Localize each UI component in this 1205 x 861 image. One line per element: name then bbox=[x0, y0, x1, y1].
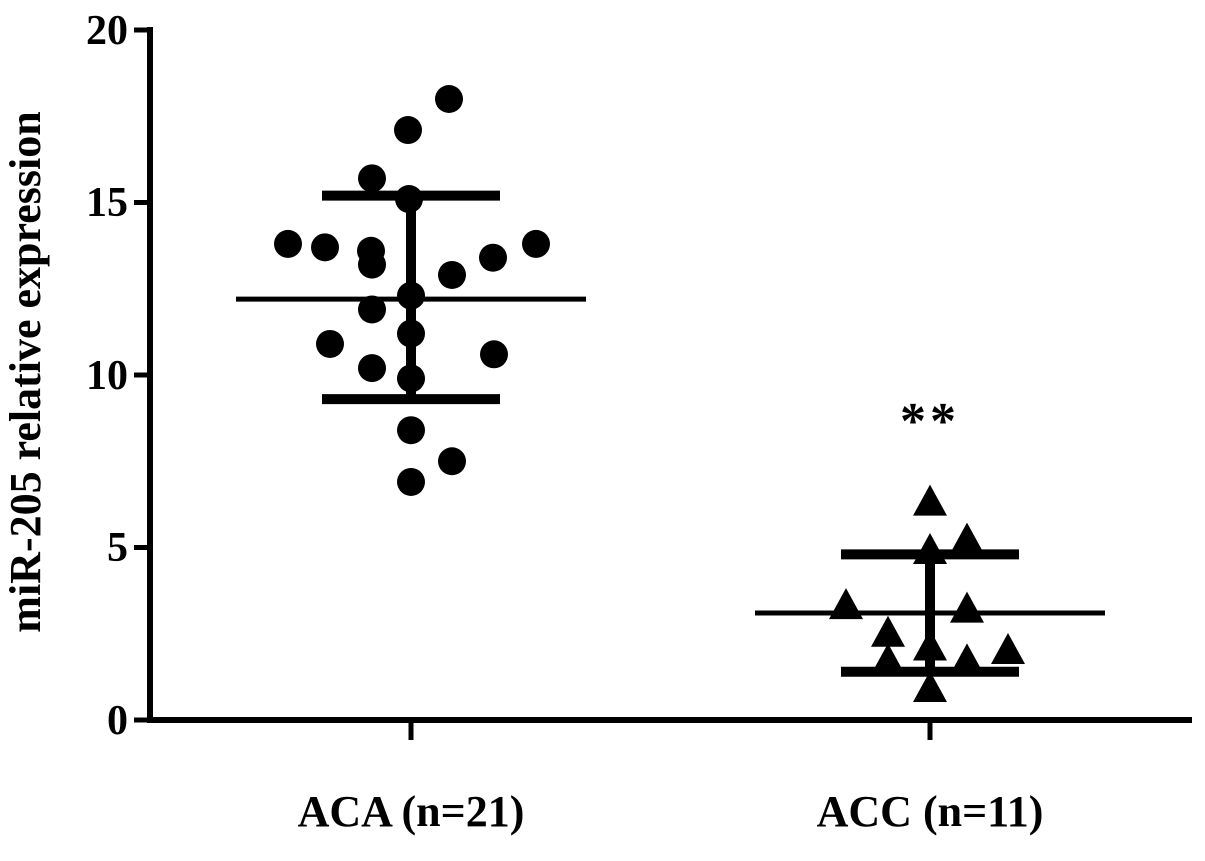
y-tick-label-0: 0 bbox=[107, 698, 128, 744]
data-point-triangle bbox=[829, 588, 863, 620]
data-point-circle bbox=[394, 116, 422, 145]
data-point-triangle bbox=[871, 643, 905, 675]
y-axis-label: miR-205 relative expression bbox=[1, 111, 50, 632]
data-point-triangle bbox=[913, 629, 947, 661]
data-point-triangle bbox=[950, 591, 984, 623]
data-point-triangle bbox=[991, 633, 1025, 664]
data-point-triangle bbox=[950, 643, 984, 675]
y-tick-label-10: 10 bbox=[86, 353, 128, 399]
data-point-circle bbox=[435, 85, 463, 113]
data-point-circle bbox=[316, 329, 344, 358]
axes bbox=[134, 27, 1192, 740]
data-point-circle bbox=[438, 260, 466, 289]
data-marks bbox=[236, 85, 1105, 702]
data-point-circle bbox=[311, 233, 339, 262]
y-tick-label-15: 15 bbox=[86, 180, 128, 226]
significance-annotation: ** bbox=[900, 393, 960, 450]
data-point-circle bbox=[358, 164, 386, 193]
y-tick-label-5: 5 bbox=[107, 525, 128, 571]
data-point-circle bbox=[358, 354, 386, 383]
y-tick-label-20: 20 bbox=[86, 8, 128, 54]
data-point-circle bbox=[479, 243, 507, 272]
data-point-circle bbox=[522, 229, 550, 258]
data-point-triangle bbox=[913, 532, 947, 564]
data-point-circle bbox=[274, 229, 302, 258]
data-point-circle bbox=[397, 281, 425, 310]
data-point-circle bbox=[358, 250, 386, 279]
group-label-aca: ACA (n=21) bbox=[298, 787, 525, 836]
data-point-circle bbox=[397, 416, 425, 445]
data-point-circle bbox=[480, 340, 508, 369]
data-point-circle bbox=[395, 185, 423, 214]
data-point-circle bbox=[358, 295, 386, 324]
data-point-triangle bbox=[913, 670, 947, 702]
data-point-circle bbox=[397, 319, 425, 348]
data-point-circle bbox=[397, 467, 425, 496]
data-point-triangle bbox=[913, 484, 947, 516]
group-label-acc: ACC (n=11) bbox=[817, 787, 1044, 836]
data-point-circle bbox=[397, 364, 425, 393]
data-point-triangle bbox=[871, 615, 905, 647]
data-point-triangle bbox=[950, 522, 984, 554]
data-point-circle bbox=[438, 447, 466, 476]
